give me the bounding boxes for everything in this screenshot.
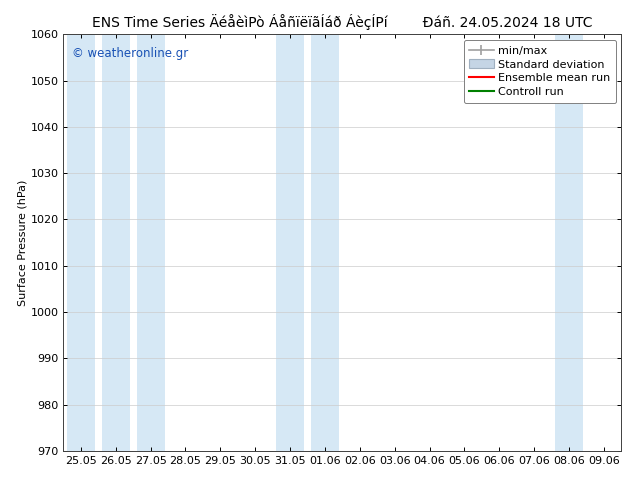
Bar (555, 34, 583, 451)
Bar (311, 34, 339, 451)
Bar (101, 34, 129, 451)
Legend: min/max, Standard deviation, Ensemble mean run, Controll run: min/max, Standard deviation, Ensemble me… (463, 40, 616, 103)
Title: ENS Time Series ÄéåèìPò ÁåñïëïãÍáð ÁèçÍPí        Đáñ. 24.05.2024 18 UTC: ENS Time Series ÄéåèìPò ÁåñïëïãÍáð ÁèçÍP… (92, 14, 593, 30)
Y-axis label: Surface Pressure (hPa): Surface Pressure (hPa) (18, 179, 28, 306)
Bar (137, 34, 165, 451)
Text: © weatheronline.gr: © weatheronline.gr (72, 47, 188, 60)
Bar (67, 34, 95, 451)
Bar (276, 34, 304, 451)
